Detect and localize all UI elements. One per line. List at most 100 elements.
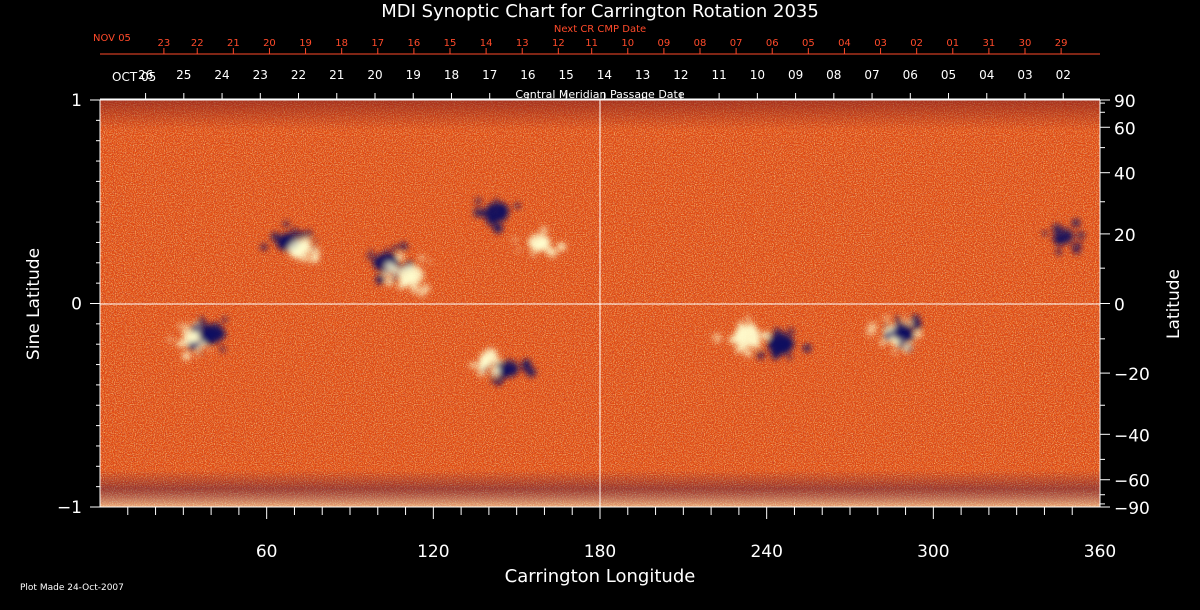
region-speck	[768, 332, 772, 337]
region-speck	[391, 246, 398, 252]
region-speck	[187, 341, 197, 351]
region-speck	[494, 358, 499, 364]
x-tick-label: 300	[917, 542, 949, 562]
cmp-date-label: 07	[864, 68, 879, 82]
region-speck	[557, 243, 563, 249]
positive-active-region	[469, 346, 502, 377]
region-speck	[879, 339, 886, 346]
region-speck	[728, 336, 735, 343]
region-speck	[902, 316, 907, 322]
region-speck	[208, 348, 212, 352]
next-cr-date-label: 22	[191, 38, 204, 49]
next-cr-date-label: 05	[802, 38, 815, 49]
negative-active-region	[473, 197, 521, 234]
region-speck	[199, 351, 203, 355]
chart-title: MDI Synoptic Chart for Carrington Rotati…	[381, 1, 819, 22]
region-speck	[1072, 219, 1080, 227]
next-cr-date-label: 12	[552, 38, 565, 49]
region-speck	[912, 317, 917, 322]
positive-active-region	[512, 226, 566, 258]
region-speck	[780, 344, 789, 354]
next-cr-date-label: 06	[766, 38, 779, 49]
region-speck	[516, 247, 521, 253]
region-speck	[366, 253, 374, 261]
region-speck	[1076, 231, 1085, 240]
region-speck	[496, 208, 500, 212]
region-speck	[221, 316, 228, 323]
region-speck	[195, 352, 200, 357]
region-speck	[777, 335, 783, 341]
region-speck	[751, 327, 758, 334]
region-speck	[372, 257, 376, 262]
cmp-date-label: 19	[406, 68, 421, 82]
region-speck	[492, 223, 503, 233]
region-speck	[200, 332, 210, 342]
next-cr-date-label: 18	[335, 38, 348, 49]
cmp-date-label: 16	[520, 68, 535, 82]
region-speck	[803, 344, 812, 353]
region-speck	[167, 336, 174, 343]
region-speck	[182, 351, 191, 361]
region-speck	[487, 204, 496, 213]
cmp-date-label: 22	[291, 68, 306, 82]
next-cr-date-label: 29	[1055, 38, 1068, 49]
region-speck	[477, 367, 487, 377]
region-speck	[486, 357, 492, 363]
region-speck	[771, 352, 780, 360]
cmp-date-label: 08	[826, 68, 841, 82]
region-speck	[306, 244, 312, 250]
region-speck	[541, 241, 549, 249]
region-speck	[197, 318, 207, 329]
region-speck	[894, 315, 900, 321]
region-speck	[411, 283, 416, 289]
y-left-tick-label: 0	[71, 295, 82, 315]
region-speck	[910, 341, 914, 346]
next-cr-date-label: 02	[910, 38, 923, 49]
region-speck	[216, 325, 224, 334]
next-cr-date-label: 31	[983, 38, 996, 49]
region-speck	[399, 279, 409, 289]
region-speck	[530, 251, 536, 257]
cmp-date-label: 17	[482, 68, 497, 82]
x-tick-label: 60	[256, 542, 278, 562]
cmp-date-label: 13	[635, 68, 650, 82]
cmp-date-label: 05	[941, 68, 956, 82]
next-cr-date-label: 23	[158, 38, 171, 49]
cmp-date-label: 06	[903, 68, 918, 82]
region-speck	[260, 243, 268, 251]
region-speck	[1072, 243, 1080, 250]
cmp-date-label: 14	[597, 68, 612, 82]
next-cr-date-label: 20	[263, 38, 276, 49]
region-speck	[304, 230, 313, 239]
y-right-tick-label: 90	[1114, 92, 1136, 112]
region-speck	[744, 349, 752, 357]
next-cr-date-label: 14	[480, 38, 493, 49]
region-speck	[528, 239, 536, 248]
region-speck	[892, 349, 898, 356]
region-speck	[418, 255, 425, 262]
next-cr-date-label: 17	[371, 38, 384, 49]
top-axis-next-cr: Next CR CMP Date NOV 05 23 22 21 20 19 18 17 16…	[93, 24, 1100, 55]
region-speck	[906, 345, 913, 353]
region-speck	[512, 237, 518, 243]
region-speck	[387, 254, 391, 259]
region-speck	[548, 248, 558, 258]
region-speck	[734, 332, 745, 342]
x-tick-label: 120	[417, 542, 449, 562]
negative-active-region	[1041, 219, 1085, 256]
y-right-tick-label: 40	[1114, 165, 1136, 185]
negative-active-region	[755, 327, 812, 361]
region-speck	[219, 345, 226, 353]
cmp-date-label: 21	[329, 68, 344, 82]
next-cr-date-label: 09	[658, 38, 671, 49]
next-cr-month-label: NOV 05	[93, 33, 131, 44]
region-speck	[480, 360, 489, 369]
region-speck	[385, 278, 393, 286]
region-speck	[275, 242, 281, 247]
plot-made-note: Plot Made 24-Oct-2007	[20, 583, 124, 593]
positive-active-region	[712, 316, 770, 357]
next-cr-date-label: 10	[621, 38, 634, 49]
region-speck	[384, 248, 389, 252]
region-speck	[773, 328, 780, 335]
y-left-tick-label: −1	[57, 498, 82, 518]
